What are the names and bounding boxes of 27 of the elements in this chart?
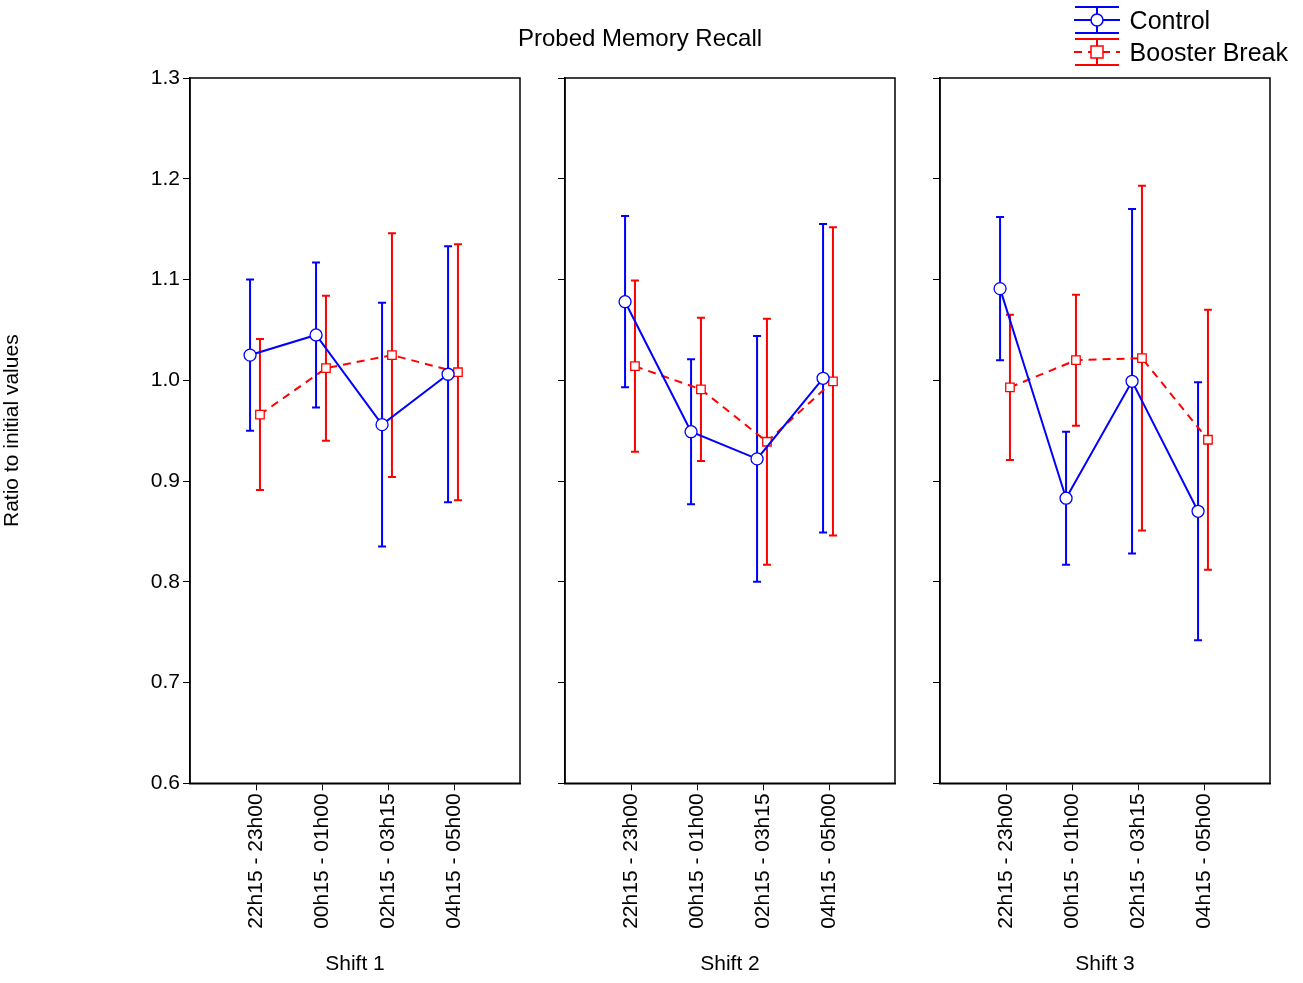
x-tick-label: 22h15 - 23h00 <box>992 793 1016 929</box>
x-tick-label: 04h15 - 05h00 <box>815 793 839 929</box>
y-tick-label: 0.8 <box>150 568 180 592</box>
y-tick-label: 0.6 <box>150 770 180 794</box>
x-tick-label: 04h15 - 05h00 <box>440 793 464 929</box>
y-axis-title: Ratio to initial values <box>0 334 23 527</box>
x-axis-title: Shift 1 <box>325 951 385 975</box>
x-tick-label: 02h15 - 03h15 <box>1124 793 1148 929</box>
y-tick-label: 1.3 <box>150 64 180 88</box>
x-tick-label: 00h15 - 01h00 <box>683 793 707 929</box>
y-tick-label: 0.7 <box>150 669 180 693</box>
x-tick-label: 04h15 - 05h00 <box>1190 793 1214 929</box>
x-tick-label: 02h15 - 03h15 <box>374 793 398 929</box>
y-tick-label: 1.0 <box>150 367 180 391</box>
chart-title: Probed Memory Recall <box>517 24 763 52</box>
x-tick-label: 00h15 - 01h00 <box>308 793 332 929</box>
legend-label: Control <box>1129 5 1211 36</box>
x-tick-label: 22h15 - 23h00 <box>242 793 266 929</box>
y-tick-label: 0.9 <box>150 467 180 491</box>
x-tick-label: 02h15 - 03h15 <box>749 793 773 929</box>
legend-label: Booster Break <box>1129 37 1288 68</box>
x-axis-title: Shift 3 <box>1075 951 1135 975</box>
y-tick-label: 1.1 <box>150 266 180 290</box>
x-tick-label: 00h15 - 01h00 <box>1058 793 1082 929</box>
x-axis-title: Shift 2 <box>700 951 760 975</box>
x-tick-label: 22h15 - 23h00 <box>617 793 641 929</box>
y-tick-label: 1.2 <box>150 165 180 189</box>
